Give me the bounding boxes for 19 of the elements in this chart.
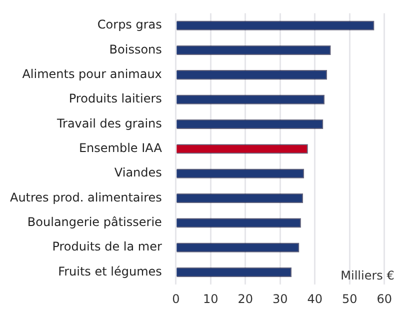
x-tick-label: 60 <box>376 292 392 306</box>
x-tick-label: 40 <box>307 292 323 306</box>
y-tick-label: Produits de la mer <box>52 240 162 254</box>
y-tick-label: Boissons <box>109 42 162 56</box>
y-tick-label: Viandes <box>114 166 162 180</box>
y-tick-label: Autres prod. alimentaires <box>10 190 162 204</box>
x-tick-label: 30 <box>272 292 288 306</box>
y-tick-label: Fruits et légumes <box>58 264 162 278</box>
x-tick-label: 20 <box>238 292 254 306</box>
y-tick-label: Produits laitiers <box>68 92 162 106</box>
x-tick-label: 50 <box>342 292 358 306</box>
y-tick-label: Boulangerie pâtisserie <box>27 215 162 230</box>
y-tick-label: Ensemble IAA <box>78 141 163 156</box>
y-tick-label: Travail des grains <box>56 116 162 130</box>
x-tick-label: 0 <box>172 292 180 306</box>
x-axis-title: Milliers € <box>340 268 394 283</box>
y-tick-label: Corps gras <box>97 18 162 32</box>
x-tick-label: 10 <box>203 292 218 306</box>
y-tick-label: Aliments pour animaux <box>22 67 162 82</box>
